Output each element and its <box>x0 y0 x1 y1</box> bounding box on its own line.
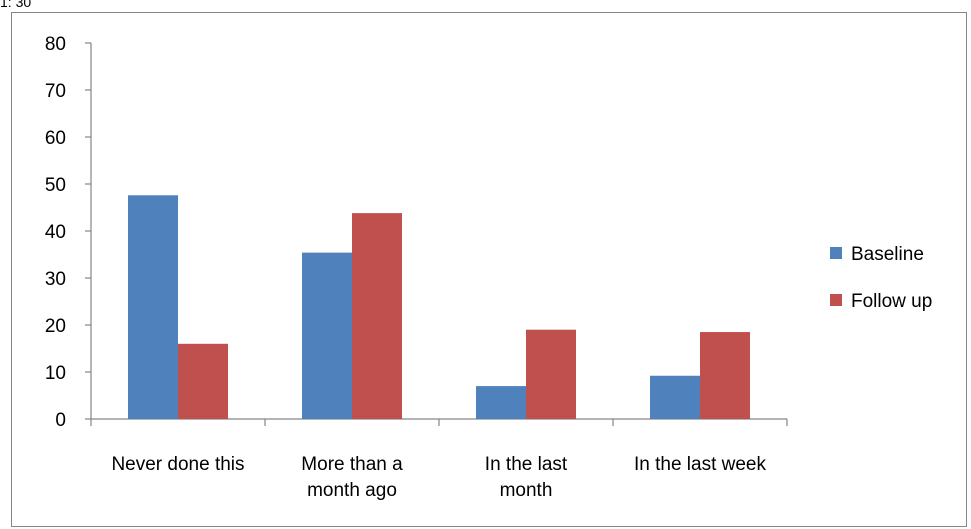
y-tick-label: 30 <box>45 269 66 290</box>
y-tick-label: 80 <box>45 34 66 55</box>
y-tick-label: 10 <box>45 363 66 384</box>
bar-follow-up <box>526 329 576 419</box>
y-tick-label: 40 <box>45 222 66 243</box>
bar-baseline <box>476 386 526 419</box>
legend: Baseline Follow up <box>830 244 932 312</box>
bar-baseline <box>650 375 700 419</box>
x-category-label: In the last week <box>634 454 767 475</box>
legend-label: Baseline <box>851 244 924 265</box>
x-category-label: month <box>500 480 553 501</box>
bar-baseline <box>302 252 352 419</box>
x-category-label: In the last <box>485 454 568 475</box>
bar-follow-up <box>178 343 228 419</box>
legend-swatch <box>830 247 842 259</box>
x-category-label: More than a <box>301 454 403 475</box>
y-tick-label: 70 <box>45 81 66 102</box>
legend-label: Follow up <box>851 291 932 312</box>
clipped-header-fragment: 1: 30 <box>0 0 32 10</box>
x-axis <box>90 418 788 426</box>
legend-swatch <box>830 294 842 306</box>
bar-baseline <box>128 195 178 419</box>
y-tick-label: 20 <box>45 316 66 337</box>
x-category-label: Never done this <box>111 454 244 475</box>
y-tick-label: 50 <box>45 175 66 196</box>
bars <box>128 195 750 419</box>
y-tick-label: 60 <box>45 128 66 149</box>
x-category-label: month ago <box>307 480 397 501</box>
y-tick-label: 0 <box>55 410 66 431</box>
bar-follow-up <box>700 332 750 419</box>
bar-follow-up <box>352 213 402 419</box>
category-labels: Never done this More than a month ago In th… <box>111 454 766 501</box>
y-axis: 0 10 20 30 40 50 60 70 80 <box>45 34 92 431</box>
